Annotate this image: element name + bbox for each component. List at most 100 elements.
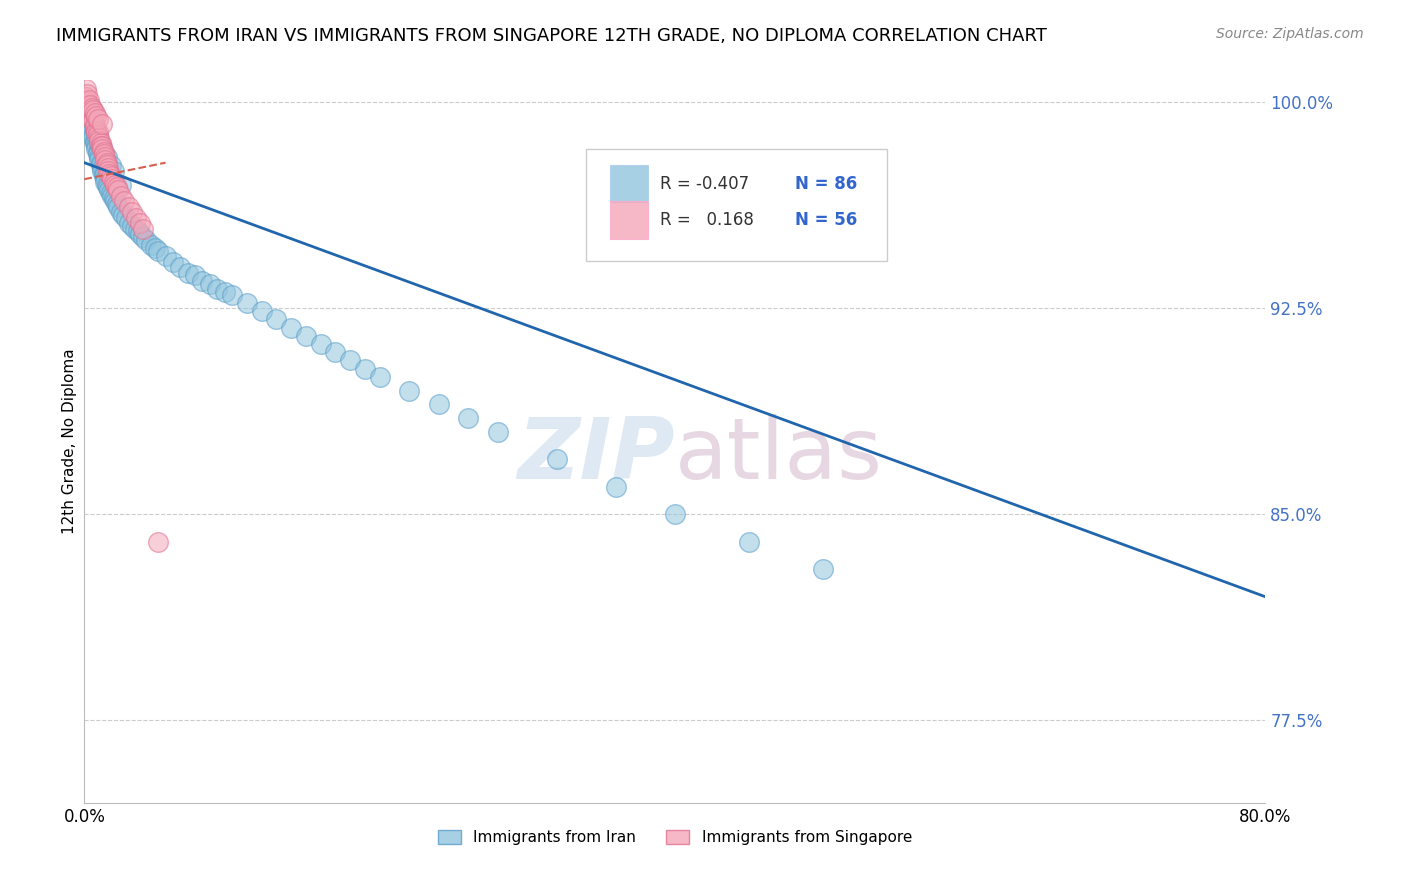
Point: [91, 164, 114, 178]
Point: [427, 397, 450, 411]
Point: [295, 328, 318, 343]
Point: [80, 126, 103, 140]
Point: [107, 200, 129, 214]
Point: [77, 101, 100, 115]
Point: [457, 411, 479, 425]
Point: [148, 534, 170, 549]
Point: [87, 136, 111, 151]
Point: [80, 120, 103, 134]
Point: [280, 320, 302, 334]
Text: R = -0.407: R = -0.407: [659, 175, 748, 193]
Point: [132, 221, 155, 235]
Point: [97, 180, 120, 194]
Point: [325, 345, 347, 359]
Point: [82, 103, 104, 118]
Point: [309, 337, 332, 351]
Point: [118, 216, 141, 230]
Point: [86, 128, 108, 143]
Point: [77, 93, 100, 107]
Point: [83, 117, 105, 131]
Point: [82, 128, 104, 143]
Point: [90, 158, 112, 172]
Point: [86, 145, 108, 159]
Point: [83, 134, 105, 148]
Point: [104, 194, 127, 209]
Point: [354, 361, 377, 376]
Point: [96, 150, 118, 164]
Point: [80, 101, 103, 115]
Point: [121, 205, 143, 219]
Legend: Immigrants from Iran, Immigrants from Singapore: Immigrants from Iran, Immigrants from Si…: [430, 822, 920, 853]
Text: atlas: atlas: [675, 415, 883, 498]
Point: [110, 178, 132, 192]
Point: [83, 136, 105, 151]
Point: [91, 161, 114, 176]
Point: [97, 161, 120, 176]
Point: [82, 131, 104, 145]
Point: [76, 101, 98, 115]
Point: [79, 114, 101, 128]
Point: [105, 197, 128, 211]
Point: [664, 508, 686, 522]
Point: [129, 216, 152, 230]
Point: [86, 112, 108, 126]
Point: [90, 155, 112, 169]
Point: [93, 147, 115, 161]
Point: [98, 167, 121, 181]
Point: [184, 268, 207, 283]
Point: [221, 287, 243, 301]
Text: ZIP: ZIP: [517, 415, 675, 498]
Point: [127, 224, 149, 238]
Point: [486, 425, 509, 439]
Point: [83, 120, 105, 134]
Point: [135, 233, 157, 247]
Point: [75, 81, 97, 95]
Point: [110, 188, 132, 202]
Point: [75, 89, 97, 103]
Point: [100, 169, 122, 184]
Text: Source: ZipAtlas.com: Source: ZipAtlas.com: [1216, 27, 1364, 41]
Point: [79, 106, 101, 120]
Point: [143, 241, 166, 255]
Point: [94, 172, 117, 186]
Point: [86, 147, 108, 161]
Point: [77, 112, 100, 126]
Point: [84, 126, 107, 140]
FancyBboxPatch shape: [610, 165, 648, 202]
Point: [83, 122, 105, 136]
Point: [339, 353, 361, 368]
Y-axis label: 12th Grade, No Diploma: 12th Grade, No Diploma: [62, 349, 77, 534]
Point: [84, 122, 107, 136]
Point: [91, 139, 114, 153]
Text: N = 56: N = 56: [796, 211, 858, 228]
Point: [103, 164, 125, 178]
Point: [236, 295, 259, 310]
Point: [87, 150, 111, 164]
Point: [811, 562, 834, 576]
Point: [79, 117, 101, 131]
Point: [79, 98, 101, 112]
Point: [103, 191, 125, 205]
Point: [96, 178, 118, 192]
Point: [100, 158, 122, 172]
Point: [214, 285, 236, 299]
Point: [266, 312, 288, 326]
Point: [398, 384, 420, 398]
Point: [77, 106, 100, 120]
Point: [129, 227, 152, 241]
Point: [98, 183, 121, 197]
Point: [84, 109, 107, 123]
Point: [84, 142, 107, 156]
Point: [177, 266, 200, 280]
Point: [546, 452, 568, 467]
Point: [110, 205, 132, 219]
Point: [87, 153, 111, 167]
Point: [111, 208, 134, 222]
Point: [121, 219, 143, 233]
Point: [93, 167, 115, 181]
Point: [87, 131, 111, 145]
Point: [105, 180, 128, 194]
Point: [112, 194, 135, 209]
Point: [162, 254, 184, 268]
FancyBboxPatch shape: [586, 149, 887, 260]
